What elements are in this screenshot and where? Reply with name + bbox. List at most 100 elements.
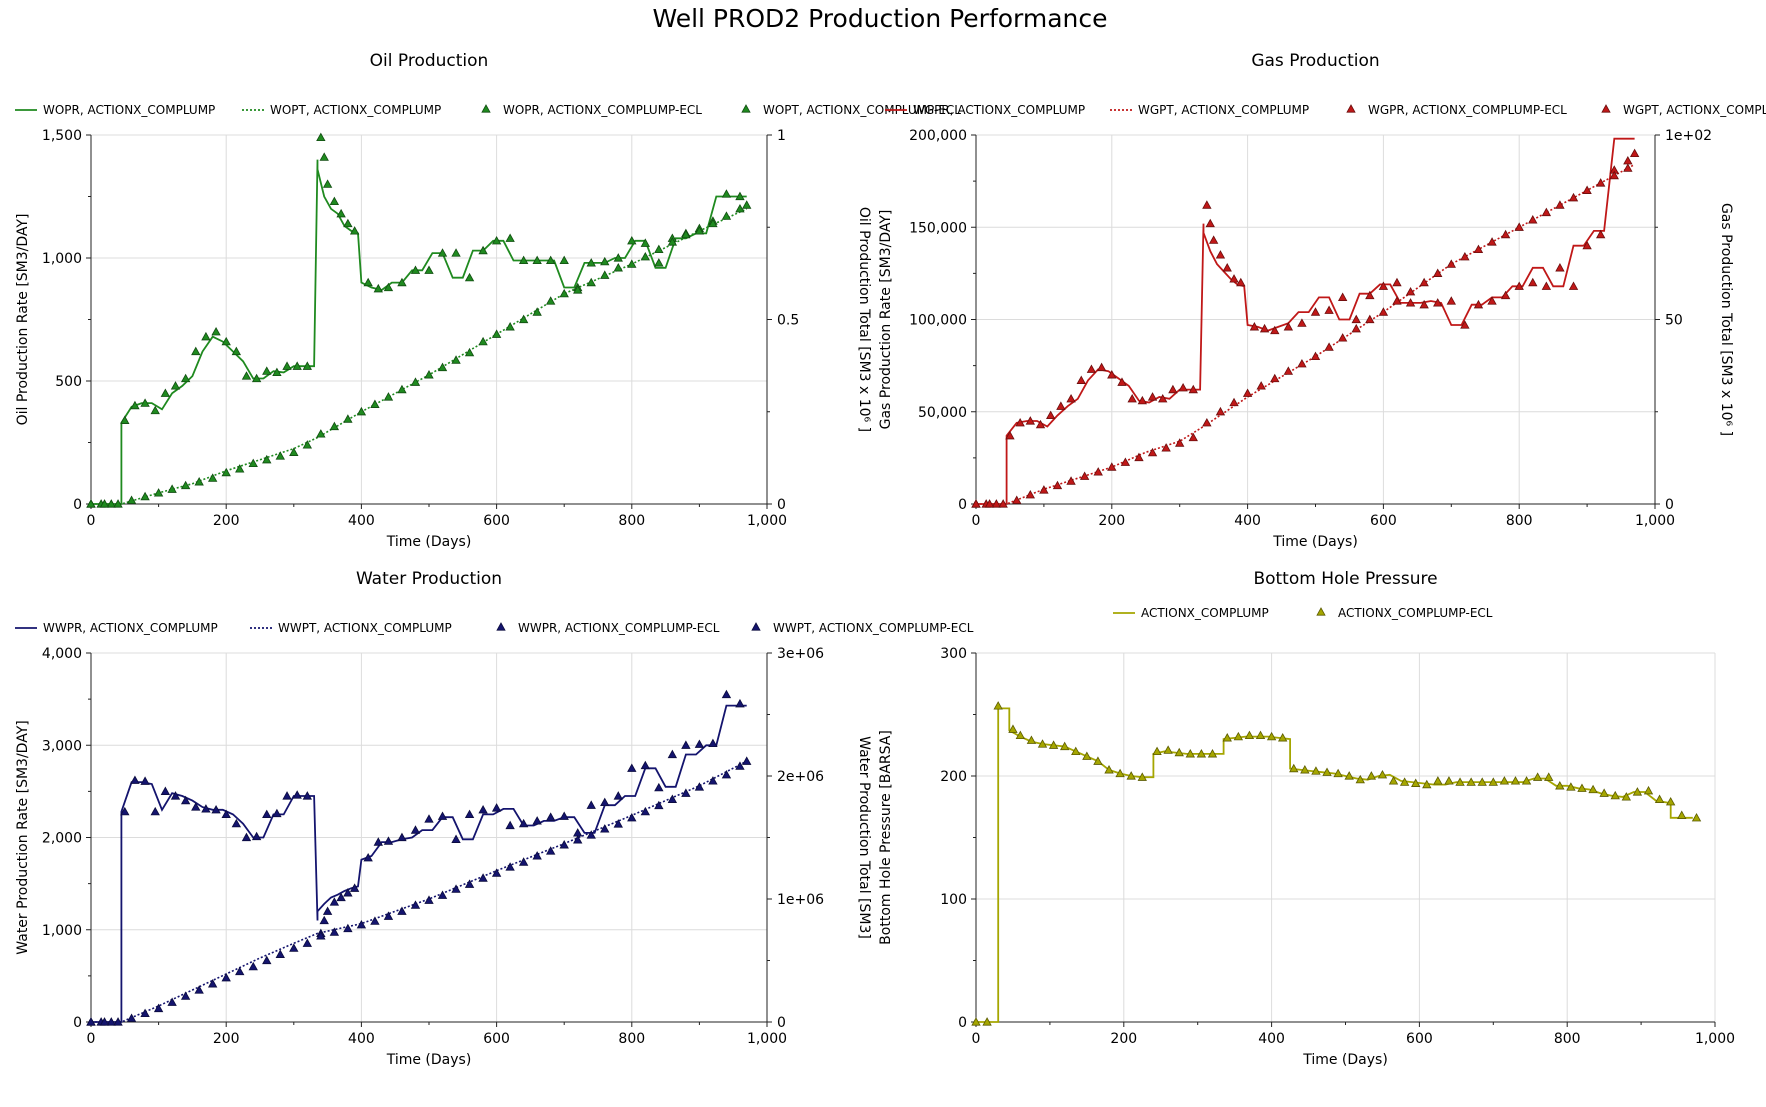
data-point [410,900,421,909]
legend-label: WGPR, ACTIONX_COMPLUMP [913,103,1085,117]
data-point [1178,382,1188,392]
legend-label: WOPR, ACTIONX_COMPLUMP [43,103,215,117]
data-point [1623,163,1633,172]
data-point [464,272,475,282]
data-point [1270,325,1280,335]
data-point [370,399,380,408]
data-point [1355,774,1365,784]
data-point [532,307,542,316]
data-point [336,208,346,218]
data-point [397,277,407,287]
data-point [640,251,650,261]
data-point [410,265,421,274]
y2-tick-label: 1e+06 [777,892,824,908]
data-point [251,373,262,383]
legend-label: WGPT, ACTIONX_COMPLUMP-ECL [1623,103,1766,117]
data-point [153,1003,164,1013]
y2-tick-label: 50 [1665,313,1683,329]
data-point [559,288,569,298]
data-point [262,366,272,375]
y-tick-label: 1,000 [42,251,82,267]
data-point [681,788,691,797]
data-point [1196,749,1207,758]
x-tick-label: 200 [213,513,240,529]
data-point [478,873,488,882]
data-point [654,244,664,253]
data-point [262,955,272,965]
data-point [721,689,732,699]
data-point [120,415,130,424]
data-point [201,331,211,341]
data-point [1460,320,1470,329]
series-line [91,208,748,505]
data-point [586,277,596,287]
x-tick-label: 400 [1234,513,1261,529]
data-point [708,218,718,228]
data-point [272,367,282,376]
legend-label: WGPR, ACTIONX_COMPLUMP-ECL [1368,103,1567,117]
data-point [984,499,995,508]
data-point [1621,792,1631,801]
y-axis-label: Oil Production Rate [SM3/DAY] [15,214,31,426]
data-point [1012,495,1022,504]
data-point [1256,381,1266,390]
y-tick-label: 200 [940,769,967,785]
data-point [130,775,140,784]
legend-label: ACTIONX_COMPLUMP-ECL [1338,606,1493,620]
data-point [201,804,211,813]
data-point [546,812,556,821]
data-point [1048,740,1059,749]
data-point [1532,772,1543,781]
data-point [329,196,340,206]
data-point [1500,229,1511,239]
data-point [1026,735,1037,744]
data-point [478,245,488,255]
data-point [1477,777,1487,786]
data-point [363,852,373,862]
data-point [654,800,664,810]
data-point [721,769,732,779]
data-point [1158,394,1168,403]
legend-swatch [1346,104,1356,113]
data-point [1351,323,1361,333]
y-tick-label: 0 [73,1015,82,1031]
legend-swatch [481,104,491,113]
data-point [1244,730,1255,740]
data-point [302,361,312,370]
data-point [518,255,529,265]
legend-label: ACTIONX_COMPLUMP [1141,606,1269,620]
data-point [343,923,353,933]
data-point [1310,307,1321,316]
data-point [1233,731,1244,741]
data-point [505,233,515,242]
y2-axis-label: Gas Production Total [SM3 x 10⁶ ] [1718,203,1734,436]
data-point [1096,362,1107,372]
data-point [1208,235,1219,244]
data-point [654,782,664,792]
data-point [559,255,569,265]
data-point [600,797,610,807]
data-point [208,473,218,482]
data-point [397,906,407,915]
data-point [993,701,1003,710]
data-point [1066,394,1076,403]
data-point [329,927,340,936]
data-point [1366,771,1377,780]
data-point [1377,769,1388,779]
y2-tick-label: 1 [777,128,786,144]
data-point [1188,432,1198,442]
data-point [708,776,718,785]
data-point [1365,290,1375,300]
data-point [1202,417,1212,427]
data-point [397,384,407,394]
x-tick-label: 0 [972,1031,981,1047]
data-point [742,756,752,765]
data-point [1351,314,1361,324]
data-point [221,336,231,346]
data-point [289,447,299,456]
y-tick-label: 3,000 [42,738,82,754]
data-point [1126,771,1136,780]
data-point [99,499,110,508]
data-point [518,857,529,866]
data-point [464,879,475,888]
